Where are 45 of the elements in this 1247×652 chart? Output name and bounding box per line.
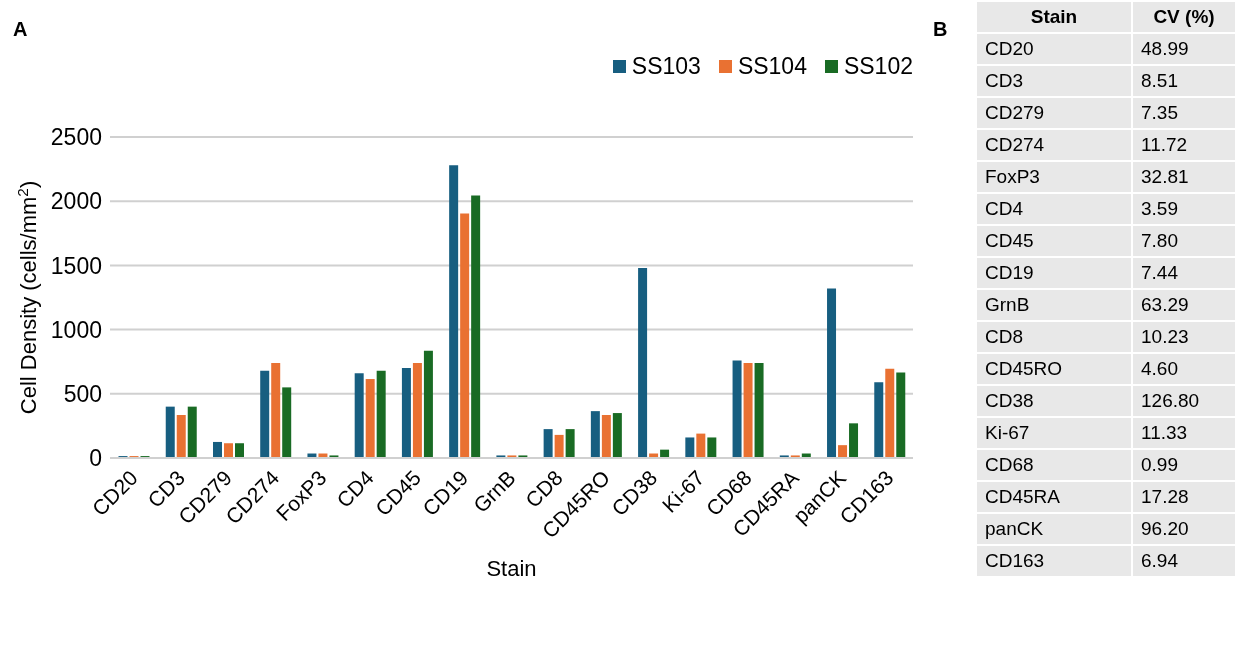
data-label: 11.33 bbox=[1132, 417, 1236, 449]
category-label: Ki-67 bbox=[976, 417, 1132, 449]
category-label: CD274 bbox=[976, 129, 1132, 161]
data-label: 7.44 bbox=[1132, 257, 1236, 289]
y-tick-label: 2000 bbox=[50, 188, 102, 215]
y-tick-label: 1000 bbox=[50, 316, 102, 343]
x-axis-title: Stain bbox=[486, 556, 537, 581]
category-label: CD8 bbox=[976, 321, 1132, 353]
data-label: 10.23 bbox=[1132, 321, 1236, 353]
text: B bbox=[933, 18, 948, 41]
legend-label: SS102 bbox=[842, 53, 913, 80]
data-label: 7.80 bbox=[1132, 225, 1236, 257]
category-label: CD20 bbox=[976, 33, 1132, 65]
category-label: CD45RO bbox=[976, 353, 1132, 385]
legend-label: SS103 bbox=[630, 53, 701, 80]
data-label: 3.59 bbox=[1132, 193, 1236, 225]
data-label: 48.99 bbox=[1132, 33, 1236, 65]
category-label: CD163 bbox=[976, 545, 1132, 577]
y-tick-label: 2500 bbox=[50, 124, 102, 151]
data-label: 6.94 bbox=[1132, 545, 1236, 577]
category-label: GrnB bbox=[976, 289, 1132, 321]
y-tick-label: 1500 bbox=[50, 252, 102, 279]
category-label: CD45 bbox=[976, 225, 1132, 257]
category-label: CD19 bbox=[976, 257, 1132, 289]
data-label: 4.60 bbox=[1132, 353, 1236, 385]
text: Stain bbox=[976, 1, 1132, 33]
data-label: 63.29 bbox=[1132, 289, 1236, 321]
data-label: 126.80 bbox=[1132, 385, 1236, 417]
data-label: 17.28 bbox=[1132, 481, 1236, 513]
data-label: 32.81 bbox=[1132, 161, 1236, 193]
data-label: 11.72 bbox=[1132, 129, 1236, 161]
category-label: CD4 bbox=[976, 193, 1132, 225]
category-label: CD3 bbox=[976, 65, 1132, 97]
data-label: 8.51 bbox=[1132, 65, 1236, 97]
legend-label: SS104 bbox=[736, 53, 807, 80]
chart-title: A bbox=[13, 18, 28, 41]
data-label: 0.99 bbox=[1132, 449, 1236, 481]
category-label: CD279 bbox=[976, 97, 1132, 129]
category-label: FoxP3 bbox=[976, 161, 1132, 193]
y-tick-label: 500 bbox=[63, 380, 102, 407]
y-tick-label: 0 bbox=[89, 445, 102, 472]
text: CV (%) bbox=[1132, 1, 1236, 33]
category-label: CD38 bbox=[976, 385, 1132, 417]
data-label: 96.20 bbox=[1132, 513, 1236, 545]
data-label: 7.35 bbox=[1132, 97, 1236, 129]
